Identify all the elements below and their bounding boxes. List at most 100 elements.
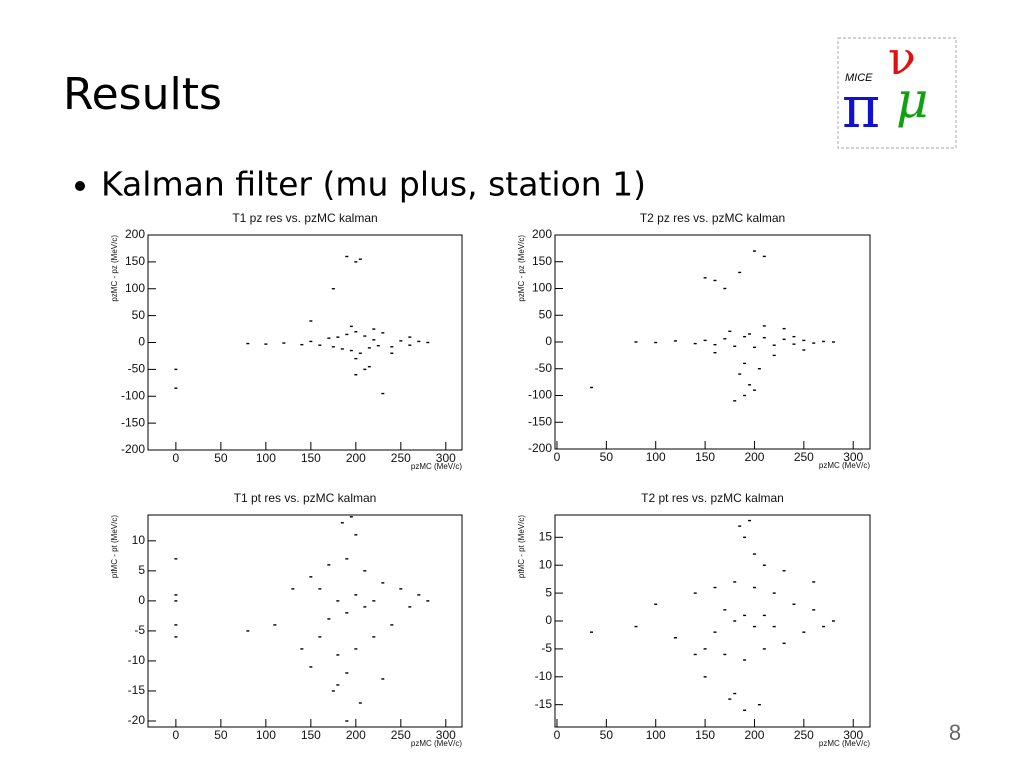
point (772, 354, 776, 357)
point (340, 348, 344, 350)
point (743, 394, 747, 397)
point (693, 653, 697, 656)
point (634, 625, 638, 628)
point (381, 582, 385, 584)
point (792, 343, 796, 345)
y-tick-label: 5 (545, 585, 552, 599)
point (327, 618, 331, 620)
y-tick-label: 15 (539, 529, 553, 543)
x-tick-label: 100 (646, 450, 666, 464)
point (738, 525, 742, 527)
point (782, 642, 786, 645)
point (318, 344, 322, 346)
point (733, 345, 737, 347)
x-tick-label: 0 (554, 450, 561, 464)
point (812, 581, 816, 583)
point (408, 336, 412, 338)
point (762, 564, 766, 566)
x-tick-label: 300 (843, 450, 863, 464)
point (345, 255, 349, 258)
point (748, 333, 752, 335)
point (372, 328, 376, 330)
point (417, 594, 421, 596)
point (752, 553, 756, 555)
point (354, 594, 358, 596)
point (291, 588, 295, 590)
chart: T1 pz res vs. pzMC kalman pzMC (MeV/c) pzM… (110, 211, 463, 471)
point (713, 343, 717, 346)
point (762, 255, 766, 258)
point (762, 337, 766, 339)
point (363, 335, 367, 337)
point (354, 534, 358, 536)
point (390, 352, 394, 354)
x-tick-label: 200 (744, 728, 764, 742)
point (772, 344, 776, 346)
y-tick-label: 10 (539, 557, 553, 571)
point (426, 341, 430, 344)
point (372, 636, 376, 638)
point (426, 600, 430, 602)
y-tick-label: -100 (528, 388, 552, 402)
x-tick-label: 50 (600, 450, 614, 464)
point (693, 592, 697, 594)
point (772, 592, 776, 594)
point (318, 636, 322, 638)
point (174, 600, 178, 602)
point (723, 287, 727, 290)
y-tick-label: -100 (121, 388, 145, 402)
point (372, 339, 376, 341)
point (802, 349, 806, 351)
point (345, 672, 349, 674)
point (748, 384, 752, 386)
point (331, 690, 335, 692)
point (822, 625, 826, 628)
point (246, 630, 250, 632)
x-tick-label: 50 (214, 728, 228, 742)
point (703, 277, 707, 279)
x-tick-label: 50 (600, 728, 614, 742)
point (358, 258, 362, 260)
logo-nu: ν (888, 31, 916, 85)
point (399, 340, 403, 342)
y-tick-label: 0 (545, 334, 552, 348)
point (654, 341, 658, 344)
logo: MICE π ν μ (837, 31, 957, 149)
x-tick-label: 100 (646, 728, 666, 742)
point (309, 666, 313, 668)
y-tick-label: -50 (128, 362, 146, 376)
x-axis-label: pzMC (MeV/c) (411, 462, 462, 471)
bullet-text: Kalman filter (mu plus, station 1) (101, 165, 646, 204)
logo-pi: π (842, 73, 880, 141)
point (782, 338, 786, 341)
point (349, 325, 353, 328)
slide-title: Results (63, 69, 222, 120)
x-tick-label: 100 (256, 451, 276, 465)
x-tick-label: 150 (695, 450, 715, 464)
point (713, 631, 717, 633)
point (762, 614, 766, 617)
point (399, 588, 403, 590)
y-tick-label: 150 (532, 254, 552, 268)
y-tick-label: 100 (125, 281, 145, 295)
point (300, 648, 304, 650)
point (654, 603, 658, 605)
point (381, 332, 385, 334)
point (743, 362, 747, 365)
point (812, 342, 816, 344)
point (733, 581, 737, 583)
point (345, 720, 349, 722)
y-tick-label: -15 (128, 683, 146, 697)
point (723, 653, 727, 656)
point (728, 698, 732, 700)
point (354, 261, 358, 263)
point (743, 536, 747, 539)
x-tick-label: 250 (391, 728, 411, 742)
plot-frame (554, 514, 871, 728)
point (345, 333, 349, 336)
point (743, 709, 747, 711)
page-number: 8 (949, 720, 961, 745)
chart-title: T1 pz res vs. pzMC kalman (232, 211, 377, 225)
point (782, 327, 786, 330)
point (336, 684, 340, 686)
